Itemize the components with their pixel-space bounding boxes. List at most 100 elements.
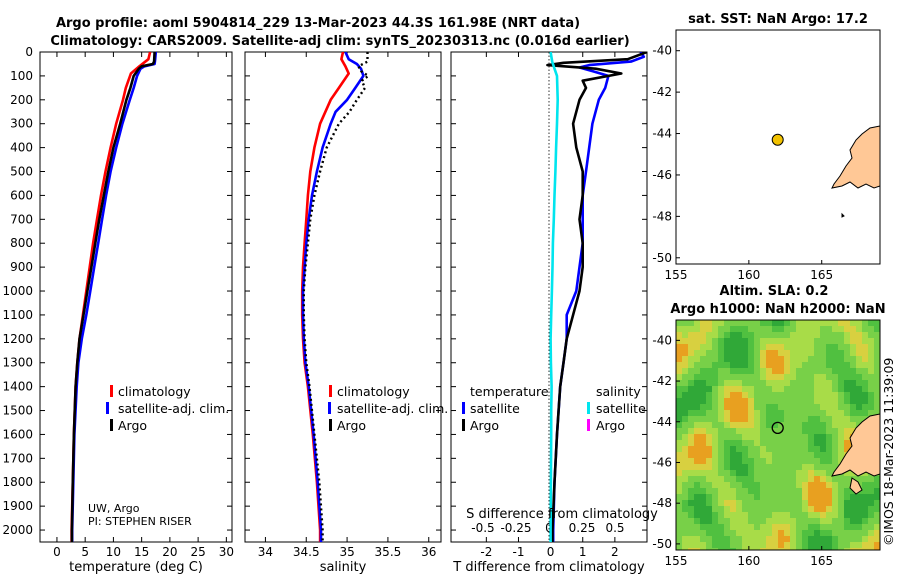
sla-cell [742, 542, 748, 548]
sla-cell [868, 392, 874, 398]
sla-cell [790, 488, 796, 494]
sla-cell [796, 338, 802, 344]
y-tick-label: 800 [10, 236, 33, 250]
sla-cell [724, 500, 730, 506]
sla-cell [856, 410, 862, 416]
sla-cell [736, 488, 742, 494]
sla-cell [754, 338, 760, 344]
sla-cell [694, 398, 700, 404]
sla-cell [766, 518, 772, 524]
sla-cell [844, 320, 850, 326]
sla-cell [724, 524, 730, 530]
legend-swatch-s-satellite [587, 402, 590, 414]
sla-cell [838, 410, 844, 416]
sla-cell [718, 488, 724, 494]
sla-cell [724, 350, 730, 356]
sla-cell [838, 416, 844, 422]
sla-cell [808, 368, 814, 374]
sla-cell [754, 428, 760, 434]
sla-cell [832, 458, 838, 464]
sla-cell [760, 410, 766, 416]
sla-cell [844, 434, 850, 440]
sla-cell [748, 476, 754, 482]
sla-cell [796, 536, 802, 542]
sla-cell [736, 338, 742, 344]
sla-cell [832, 362, 838, 368]
sla-cell [844, 446, 850, 452]
sla-cell [820, 404, 826, 410]
sla-cell [700, 410, 706, 416]
sla-cell [832, 374, 838, 380]
y-tick-label: 600 [10, 188, 33, 202]
sla-cell [736, 476, 742, 482]
sla-cell [748, 464, 754, 470]
sla-cell [874, 374, 880, 380]
sla-cell [796, 422, 802, 428]
sla-cell [718, 374, 724, 380]
sla-cell [682, 410, 688, 416]
sla-cell [790, 356, 796, 362]
sla-cell [760, 518, 766, 524]
sla-cell [688, 326, 694, 332]
sla-cell [736, 404, 742, 410]
sla-cell [820, 326, 826, 332]
sla-cell [730, 446, 736, 452]
sla-cell [754, 398, 760, 404]
sla-cell [772, 488, 778, 494]
sla-cell [706, 428, 712, 434]
sla-cell [688, 392, 694, 398]
sla-cell [814, 380, 820, 386]
sla-cell [742, 518, 748, 524]
sla-cell [754, 332, 760, 338]
sla-cell [790, 404, 796, 410]
sla-cell [790, 398, 796, 404]
x-tick-label: 25 [190, 545, 205, 559]
sla-cell [706, 488, 712, 494]
sla-cell [766, 542, 772, 548]
sla-cell [730, 386, 736, 392]
sla-map-title2: Argo h1000: NaN h2000: NaN [670, 302, 885, 317]
sla-cell [790, 380, 796, 386]
sla-cell [868, 374, 874, 380]
sla-cell [814, 446, 820, 452]
sla-cell [766, 506, 772, 512]
sla-cell [808, 350, 814, 356]
sla-cell [862, 362, 868, 368]
sla-cell [796, 482, 802, 488]
sla-cell [688, 464, 694, 470]
sla-cell [748, 470, 754, 476]
sla-cell [838, 542, 844, 548]
sla-cell [868, 542, 874, 548]
sla-cell [772, 476, 778, 482]
sla-cell [868, 398, 874, 404]
sla-cell [856, 536, 862, 542]
sla-cell [814, 488, 820, 494]
sla-cell [784, 380, 790, 386]
sla-cell [796, 524, 802, 530]
sla-cell [742, 344, 748, 350]
sla-cell [826, 482, 832, 488]
sla-cell [730, 350, 736, 356]
sla-cell [706, 524, 712, 530]
sla-cell [796, 344, 802, 350]
sla-cell [688, 428, 694, 434]
sla-cell [844, 416, 850, 422]
sla-cell [718, 338, 724, 344]
sla-cell [700, 368, 706, 374]
sla-cell [766, 332, 772, 338]
sla-cell [724, 512, 730, 518]
sla-cell [712, 458, 718, 464]
sla-cell [808, 476, 814, 482]
sla-cell [796, 332, 802, 338]
sla-cell [850, 380, 856, 386]
sla-cell [856, 362, 862, 368]
sla-cell [832, 428, 838, 434]
sla-cell [874, 332, 880, 338]
sla-cell [676, 470, 682, 476]
sla-map-land [831, 413, 880, 477]
sla-cell [802, 518, 808, 524]
sla-cell [862, 386, 868, 392]
sla-cell [742, 410, 748, 416]
x-tick-label: 5 [81, 545, 89, 559]
sla-cell [754, 512, 760, 518]
